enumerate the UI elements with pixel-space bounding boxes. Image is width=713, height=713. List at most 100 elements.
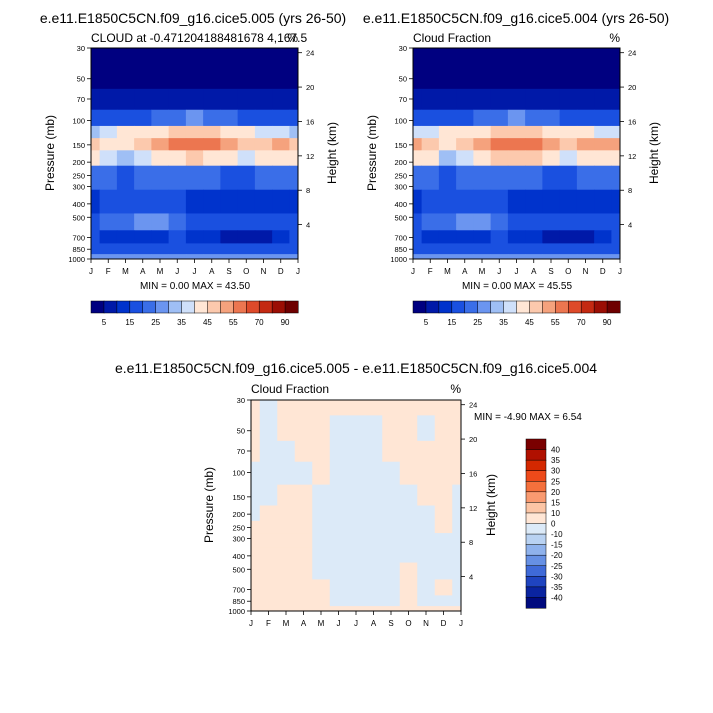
panel1-cell (116, 109, 135, 127)
panel1-xtick-label: N (261, 267, 267, 276)
panel1-cell (289, 213, 299, 231)
panel2-cell (456, 243, 474, 255)
panel3-cell (364, 440, 383, 463)
panel1-cell (289, 109, 299, 127)
panel1-xtick-label: F (106, 267, 111, 276)
panel1-cell (289, 189, 299, 214)
panel1-cell (203, 88, 221, 111)
panel1-cell (91, 254, 101, 260)
panel2-ytick-label: 250 (394, 172, 407, 181)
panel3-cell (452, 579, 462, 596)
panel2-cell (413, 189, 423, 214)
panel1-cell (254, 254, 273, 260)
panel3-cell (347, 400, 366, 416)
panel1-cell (116, 230, 135, 244)
panel2-cell (490, 63, 509, 90)
panel1-cell (168, 189, 187, 214)
panel2-cell (559, 230, 578, 244)
panel3-cell (399, 606, 418, 612)
panel2-cell (421, 48, 440, 64)
panel3-cell (294, 533, 313, 548)
panel3-cell (294, 606, 313, 612)
panel2-cell (456, 189, 474, 214)
panel1-cell (185, 150, 204, 167)
panel1-cell (220, 254, 239, 260)
panel1-cell (134, 109, 152, 127)
panel1-cell (151, 150, 170, 167)
panel2-cell (456, 230, 474, 244)
panel3-cell (277, 440, 296, 463)
panel1-cell (203, 189, 221, 214)
panel3-cell (294, 595, 313, 607)
cbar3-label: -25 (551, 562, 563, 571)
cbar3-swatch (525, 565, 547, 577)
panel2-cell (438, 138, 457, 151)
panel2-cell (507, 165, 526, 191)
panel3-cell (347, 415, 366, 442)
panel3-cell (364, 520, 383, 534)
panel2-cell (542, 213, 561, 231)
cbar2-label: 45 (525, 318, 534, 327)
panel3-xtick-label: N (423, 619, 429, 628)
panel1-cell (289, 48, 299, 64)
panel1-cell (134, 213, 152, 231)
panel2-cell (473, 88, 492, 111)
panel1-cell (116, 254, 135, 260)
panel1-y2tick-label: 20 (306, 83, 314, 92)
panel3-cell (399, 415, 418, 442)
panel2-cell (611, 189, 621, 214)
cbar2-swatch (412, 300, 427, 314)
panel3-xtick-label: J (337, 619, 341, 628)
panel3-cell (312, 595, 331, 607)
panel2-cell (594, 63, 612, 90)
panel2-cell (594, 88, 612, 111)
panel3-ytick-label: 700 (232, 586, 245, 595)
panel1-cell (203, 63, 221, 90)
panel2-cell (611, 254, 621, 260)
panel2-ytick-label: 1000 (390, 255, 407, 264)
panel2-cell (413, 243, 423, 255)
panel1-cell (168, 254, 187, 260)
panel3-cell (399, 579, 418, 596)
panel1-cell (220, 88, 239, 111)
panel3-cell (364, 400, 383, 416)
cbar3-label: -40 (551, 593, 563, 602)
panel2-cell (594, 189, 612, 214)
panel3-cell (382, 461, 401, 486)
panel2-cell (438, 254, 457, 260)
panel3-cell (399, 595, 418, 607)
panel3-xtick-label: A (371, 619, 377, 628)
panel2-y2tick-label: 24 (628, 49, 636, 58)
panel1-xtick-label: A (140, 267, 146, 276)
panel1-ytick-label: 200 (72, 158, 85, 167)
panel3-cell (452, 440, 462, 463)
panel3-cell (277, 562, 296, 580)
panel3-cell (329, 505, 348, 522)
panel3-cell (251, 484, 261, 506)
panel3-ytick-label: 250 (232, 524, 245, 533)
cbar2-swatch (516, 300, 530, 314)
panel2-y2tick-label: 8 (628, 186, 632, 195)
panel2-cell (542, 150, 561, 167)
panel2-ytick-label: 30 (399, 44, 407, 53)
panel1-cell (134, 189, 152, 214)
panel1-ytick-label: 100 (72, 116, 85, 125)
panel3-cell (251, 606, 261, 612)
panel1-cell (272, 189, 290, 214)
panel3-y2tick-label: 20 (469, 435, 477, 444)
cbar1-swatch (220, 300, 234, 314)
panel3-cell (399, 400, 418, 416)
panel1-xtick-label: J (175, 267, 179, 276)
panel3-cell (329, 415, 348, 442)
cbar1-label: 15 (125, 318, 134, 327)
panel3-cell (417, 579, 436, 596)
panel2-cell (559, 165, 578, 191)
panel3-cell (259, 461, 278, 486)
panel3-ytick-label: 50 (237, 427, 245, 436)
panel3-cell (259, 533, 278, 548)
panel3-cell (399, 562, 418, 580)
panel2-cell (473, 230, 492, 244)
panel3-cell (452, 484, 462, 506)
panel2-cell (473, 48, 492, 64)
panel3-cell (277, 595, 296, 607)
